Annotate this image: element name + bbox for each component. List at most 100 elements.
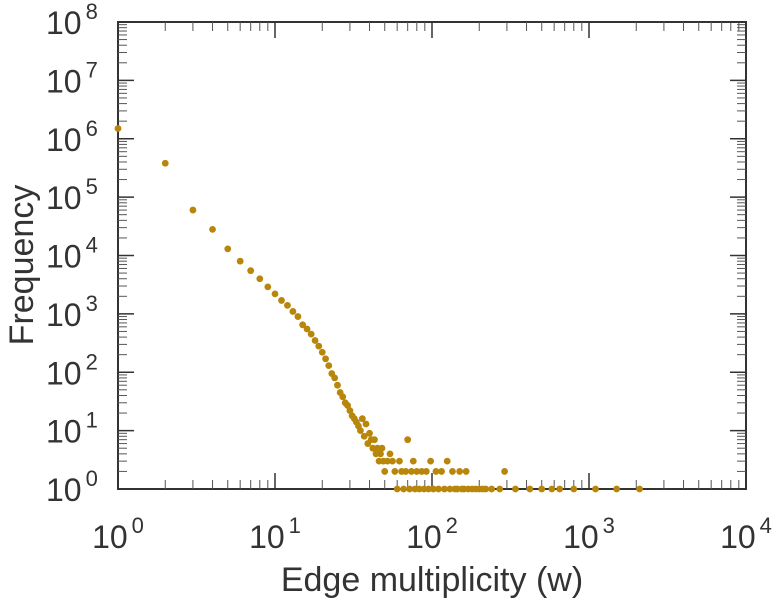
data-point bbox=[449, 468, 456, 475]
data-point bbox=[570, 485, 578, 493]
data-point bbox=[391, 468, 399, 475]
data-point bbox=[512, 485, 519, 493]
y-tick-exponent: 3 bbox=[86, 291, 98, 316]
data-point bbox=[278, 297, 285, 304]
data-point bbox=[432, 468, 440, 475]
x-tick-label: 10 0 bbox=[92, 513, 144, 555]
data-point bbox=[482, 485, 490, 493]
data-point bbox=[334, 381, 341, 389]
data-point bbox=[360, 432, 368, 440]
data-points bbox=[114, 125, 643, 493]
x-tick-exponent: 4 bbox=[760, 513, 772, 538]
plot-frame bbox=[117, 21, 747, 490]
x-axis-title: Edge multiplicity (w) bbox=[281, 561, 583, 599]
data-point bbox=[384, 457, 391, 465]
data-point bbox=[548, 485, 556, 493]
data-point bbox=[358, 415, 366, 423]
data-point bbox=[435, 485, 442, 493]
data-point bbox=[396, 457, 403, 465]
y-tick-label: 10 3 bbox=[46, 291, 98, 333]
y-tick-exponent: 2 bbox=[86, 349, 98, 374]
data-point bbox=[393, 485, 401, 493]
data-point bbox=[378, 444, 386, 452]
data-point bbox=[389, 457, 396, 465]
data-point bbox=[443, 457, 451, 465]
data-point bbox=[429, 485, 437, 493]
y-tick-base: 10 bbox=[46, 355, 82, 391]
data-point bbox=[556, 485, 564, 493]
data-point bbox=[386, 450, 394, 458]
data-point bbox=[161, 159, 169, 167]
data-point bbox=[224, 245, 232, 253]
data-point bbox=[271, 290, 279, 298]
data-point bbox=[366, 429, 373, 437]
data-point bbox=[256, 275, 264, 283]
data-point bbox=[307, 330, 315, 338]
data-point bbox=[415, 485, 423, 493]
y-tick-exponent: 1 bbox=[86, 408, 98, 433]
data-point bbox=[496, 485, 504, 493]
data-point bbox=[441, 485, 448, 493]
data-point bbox=[299, 321, 307, 329]
data-point bbox=[438, 468, 445, 475]
x-tick-exponent: 2 bbox=[446, 513, 458, 538]
y-tick-exponent: 7 bbox=[86, 57, 98, 82]
data-point bbox=[538, 485, 546, 493]
data-point bbox=[456, 468, 464, 475]
x-tick-label: 10 3 bbox=[563, 513, 615, 555]
data-point bbox=[318, 348, 326, 356]
data-point bbox=[404, 436, 412, 444]
data-point bbox=[236, 257, 244, 265]
x-tick-base: 10 bbox=[720, 519, 756, 555]
data-point bbox=[311, 337, 319, 344]
y-tick-base: 10 bbox=[46, 180, 82, 216]
data-point bbox=[189, 206, 197, 214]
y-tick-label: 10 7 bbox=[46, 57, 98, 99]
minor-ticks bbox=[118, 22, 746, 489]
x-tick-exponent: 3 bbox=[603, 513, 615, 538]
data-point bbox=[362, 420, 370, 428]
data-point bbox=[344, 402, 351, 409]
y-tick-base: 10 bbox=[46, 297, 82, 333]
x-tick-exponent: 0 bbox=[132, 513, 144, 538]
y-tick-label: 10 6 bbox=[46, 116, 98, 158]
x-tick-base: 10 bbox=[563, 519, 599, 555]
data-point bbox=[636, 485, 643, 493]
data-point bbox=[303, 325, 311, 333]
data-point bbox=[346, 407, 354, 415]
data-point bbox=[377, 450, 384, 458]
data-point bbox=[425, 485, 432, 493]
y-tick-label: 10 0 bbox=[46, 466, 98, 508]
data-point bbox=[501, 468, 508, 475]
y-tick-exponent: 5 bbox=[86, 174, 98, 199]
major-ticks bbox=[117, 21, 747, 490]
data-point bbox=[209, 226, 216, 233]
data-point bbox=[381, 468, 389, 475]
data-point bbox=[357, 427, 364, 435]
data-point bbox=[284, 301, 291, 309]
data-point bbox=[264, 283, 272, 291]
data-point bbox=[339, 393, 347, 401]
y-tick-base: 10 bbox=[46, 63, 82, 99]
data-point bbox=[315, 342, 323, 350]
y-tick-exponent: 0 bbox=[86, 466, 98, 491]
y-axis-title: Frequency bbox=[3, 185, 41, 346]
data-point bbox=[408, 468, 415, 475]
data-point bbox=[371, 436, 378, 444]
data-point bbox=[247, 267, 255, 275]
data-point bbox=[289, 308, 297, 315]
y-tick-base: 10 bbox=[46, 472, 82, 508]
data-point bbox=[325, 362, 333, 369]
data-point bbox=[526, 485, 534, 493]
data-point bbox=[402, 468, 410, 475]
x-tick-labels: 10 0 10 1 10 2 10 3 10 4 bbox=[92, 513, 772, 555]
data-point bbox=[409, 457, 417, 465]
data-point bbox=[114, 125, 122, 132]
y-tick-label: 10 1 bbox=[46, 408, 98, 450]
data-point bbox=[331, 374, 339, 382]
y-tick-exponent: 4 bbox=[86, 233, 98, 258]
y-tick-label: 10 8 bbox=[46, 0, 98, 41]
x-tick-base: 10 bbox=[406, 519, 442, 555]
